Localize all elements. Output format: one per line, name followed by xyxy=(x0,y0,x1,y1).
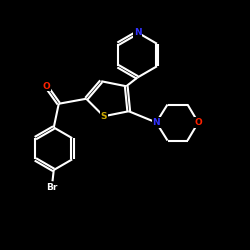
Text: S: S xyxy=(100,112,107,121)
Text: Br: Br xyxy=(46,184,58,192)
Text: O: O xyxy=(194,118,202,127)
Text: N: N xyxy=(152,118,160,127)
Text: O: O xyxy=(42,82,50,91)
Text: N: N xyxy=(134,28,141,37)
